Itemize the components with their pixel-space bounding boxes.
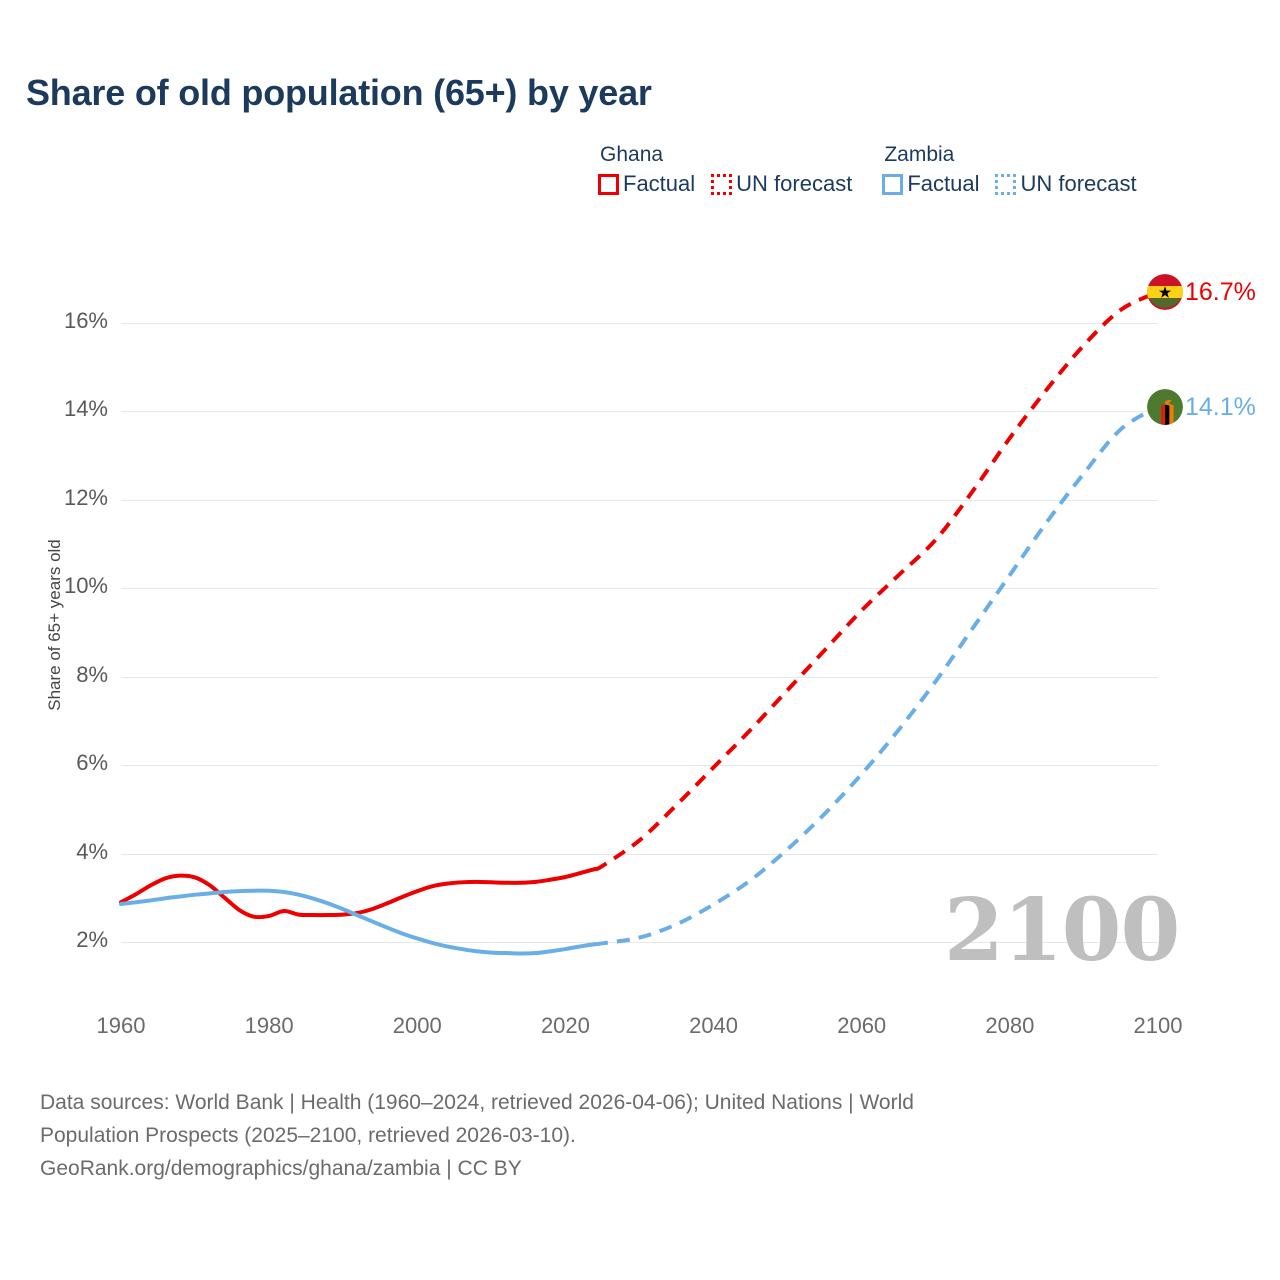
forecast-line-zambia (594, 405, 1160, 947)
legend-item-label: Factual (907, 171, 980, 196)
gridline (121, 676, 1158, 678)
gridline (121, 765, 1158, 767)
y-axis-tick-label: 4% (76, 838, 108, 864)
end-label-value: 16.7% (1185, 277, 1256, 306)
solid-square-icon (598, 173, 619, 195)
x-axis-tick-label: 2040 (689, 1013, 739, 1038)
legend-item-label: Factual (623, 171, 696, 196)
legend-item-ghana-forecast[interactable]: UN forecast (711, 172, 852, 196)
end-label-value: 14.1% (1185, 392, 1256, 421)
legend-row-zambia: Factual UN forecast (882, 171, 1137, 196)
end-label-zambia: 14.1% (1147, 389, 1256, 425)
y-axis-label: Share of 65+ years old (45, 539, 64, 711)
legend-item-zambia-factual[interactable]: Factual (882, 172, 979, 196)
y-axis-tick-label: 12% (63, 484, 108, 510)
legend-item-ghana-factual[interactable]: Factual (598, 172, 695, 196)
end-label-ghana: 16.7% (1147, 274, 1256, 311)
page-title: Share of old population (65+) by year (26, 72, 652, 113)
footer-sources: Data sources: World Bank | Health (1960–… (40, 1086, 1170, 1185)
footer-line-3: GeoRank.org/demographics/ghana/zambia | … (40, 1157, 522, 1180)
x-axis-tick-label: 2020 (540, 1013, 590, 1038)
dotted-square-icon (711, 173, 733, 195)
footer-line-2: Population Prospects (2025–2100, retriev… (40, 1124, 576, 1147)
footer-line-1: Data sources: World Bank | Health (1960–… (40, 1091, 914, 1114)
legend-group-zambia: Zambia Factual UN forecast (882, 142, 1137, 196)
x-axis-tick-label: 2060 (837, 1013, 887, 1038)
gridline (121, 323, 1158, 324)
legend-item-zambia-forecast[interactable]: UN forecast (995, 171, 1137, 196)
year-watermark: 2100 (944, 880, 1180, 981)
forecast-line-ghana (594, 290, 1159, 872)
factual-line-zambia (119, 888, 598, 956)
x-axis-tick-label: 2000 (392, 1013, 442, 1038)
legend-group-ghana: Ghana Factual UN forecast (598, 142, 852, 196)
dotted-square-icon (995, 173, 1017, 195)
legend-item-label: UN forecast (1020, 171, 1137, 196)
gridline (121, 411, 1158, 413)
legend-row-ghana: Factual UN forecast (598, 172, 852, 196)
x-axis-tick-label: 2100 (1133, 1013, 1183, 1038)
x-axis-tick-label: 1960 (96, 1013, 146, 1038)
chart-legend: Ghana Factual UN forecast Zambia Factual (598, 142, 1137, 196)
gridline (121, 588, 1158, 590)
zambia-flag-icon (1147, 389, 1183, 425)
legend-country-ghana: Ghana (600, 143, 664, 166)
y-axis-tick-label: 16% (63, 308, 108, 333)
legend-item-label: UN forecast (736, 171, 853, 196)
solid-square-icon (882, 173, 904, 195)
y-axis-tick-label: 14% (63, 396, 108, 422)
legend-country-zambia: Zambia (884, 143, 955, 166)
factual-line-ghana (119, 867, 598, 920)
y-axis-tick-label: 6% (76, 750, 108, 776)
y-axis-tick-label: 2% (76, 927, 108, 952)
gridline (121, 853, 1158, 855)
gridline (121, 499, 1158, 501)
y-axis-tick-label: 10% (63, 573, 108, 599)
ghana-flag-icon (1147, 274, 1183, 311)
x-axis-tick-label: 2080 (985, 1013, 1035, 1038)
x-axis-tick-label: 1980 (244, 1013, 294, 1038)
y-axis-tick-label: 8% (76, 661, 108, 687)
